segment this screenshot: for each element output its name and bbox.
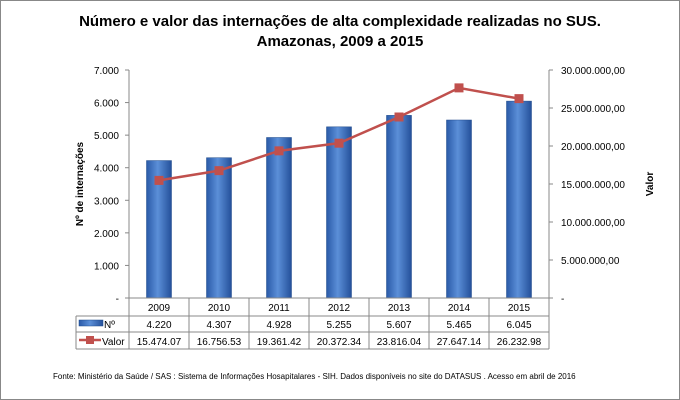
bar (386, 115, 412, 299)
chart-title: Número e valor das internações de alta c… (79, 13, 601, 30)
bar (326, 126, 352, 299)
bar-data-label: 4.928 (266, 320, 291, 331)
source-note: Fonte: Ministério da Saúde / SAS : Siste… (53, 372, 576, 381)
line-point (334, 138, 344, 148)
line-data-label: 27.647.14 (437, 337, 482, 348)
left-tick-label: 7.000 (94, 66, 119, 77)
left-tick-label: 2.000 (94, 229, 119, 240)
bar-data-label: 4.220 (146, 320, 171, 331)
right-tick-label: 25.000.000,00 (561, 104, 625, 115)
left-tick-label: 6.000 (94, 99, 119, 110)
bar-data-label: 5.607 (386, 320, 411, 331)
left-tick-label: - (116, 294, 119, 305)
bar (506, 100, 532, 299)
category-label: 2015 (508, 303, 531, 314)
chart-subtitle: Amazonas, 2009 a 2015 (256, 33, 424, 50)
left-axis-label: Nº de internações (75, 141, 86, 226)
line-point (154, 175, 164, 185)
right-tick-label: 5.000.000,00 (561, 256, 620, 267)
bar-data-label: 5.255 (326, 320, 351, 331)
legend-bar-key (78, 319, 104, 327)
left-tick-label: 5.000 (94, 131, 119, 142)
right-tick-label: 20.000.000,00 (561, 142, 625, 153)
line-data-label: 15.474.07 (137, 337, 182, 348)
legend-line-label: Valor (102, 337, 125, 348)
category-label: 2013 (388, 303, 411, 314)
line-point (274, 146, 284, 156)
category-label: 2011 (268, 303, 290, 314)
category-label: 2010 (208, 303, 231, 314)
line-data-label: 16.756.53 (197, 337, 242, 348)
bar (206, 157, 232, 299)
legend-line-marker (86, 336, 94, 344)
category-label: 2009 (148, 303, 171, 314)
right-axis-label: Valor (645, 172, 656, 197)
left-tick-label: 1.000 (94, 261, 119, 272)
line-data-label: 23.816.04 (377, 337, 422, 348)
line-point (214, 166, 224, 176)
bar (266, 137, 292, 299)
line-point (514, 94, 524, 104)
legend-bar-label: Nº (104, 320, 115, 331)
line-point (394, 112, 404, 122)
category-label: 2012 (328, 303, 351, 314)
left-tick-label: 4.000 (94, 164, 119, 175)
bar-data-label: 5.465 (446, 320, 471, 331)
right-tick-label: 15.000.000,00 (561, 180, 625, 191)
bar-data-label: 6.045 (506, 320, 531, 331)
category-label: 2014 (448, 303, 471, 314)
line-data-label: 19.361.42 (257, 337, 302, 348)
right-tick-label: - (561, 294, 564, 305)
right-tick-label: 10.000.000,00 (561, 218, 625, 229)
line-data-label: 20.372.34 (317, 337, 362, 348)
bar-data-label: 4.307 (206, 320, 231, 331)
bar (446, 119, 472, 299)
right-tick-label: 30.000.000,00 (561, 66, 625, 77)
line-point (454, 83, 464, 93)
line-data-label: 26.232.98 (497, 337, 542, 348)
left-tick-label: 3.000 (94, 196, 119, 207)
